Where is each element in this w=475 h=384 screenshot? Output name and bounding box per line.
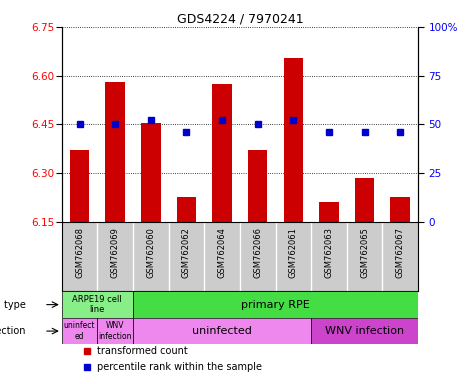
Text: GSM762069: GSM762069 [111, 227, 120, 278]
Bar [319, 202, 339, 222]
Text: ARPE19 cell
line: ARPE19 cell line [73, 295, 122, 314]
Text: cell type: cell type [0, 300, 26, 310]
Text: GSM762065: GSM762065 [360, 227, 369, 278]
Bar [141, 123, 161, 222]
Bar [248, 150, 267, 222]
Text: WNV infection: WNV infection [325, 326, 404, 336]
Title: GDS4224 / 7970241: GDS4224 / 7970241 [177, 13, 303, 26]
Text: GSM762067: GSM762067 [396, 227, 405, 278]
Text: WNV
infection: WNV infection [98, 321, 132, 341]
Bar [311, 318, 418, 344]
Bar [62, 291, 133, 318]
Text: GSM762060: GSM762060 [146, 227, 155, 278]
Text: GSM762061: GSM762061 [289, 227, 298, 278]
Bar [70, 150, 89, 222]
Text: uninfect
ed: uninfect ed [64, 321, 95, 341]
Text: GSM762063: GSM762063 [324, 227, 333, 278]
Bar [62, 318, 97, 344]
Bar [133, 318, 311, 344]
Bar [355, 178, 374, 222]
Bar [177, 197, 196, 222]
Text: GSM762062: GSM762062 [182, 227, 191, 278]
Text: GSM762066: GSM762066 [253, 227, 262, 278]
Text: GSM762064: GSM762064 [218, 227, 227, 278]
Bar [97, 318, 133, 344]
Text: transformed count: transformed count [97, 346, 188, 356]
Bar [284, 58, 303, 222]
Bar [105, 82, 125, 222]
Text: GSM762068: GSM762068 [75, 227, 84, 278]
Text: primary RPE: primary RPE [241, 300, 310, 310]
Bar [212, 84, 232, 222]
Text: percentile rank within the sample: percentile rank within the sample [97, 362, 262, 372]
Bar [390, 197, 410, 222]
Bar [133, 291, 418, 318]
Text: infection: infection [0, 326, 26, 336]
Text: uninfected: uninfected [192, 326, 252, 336]
